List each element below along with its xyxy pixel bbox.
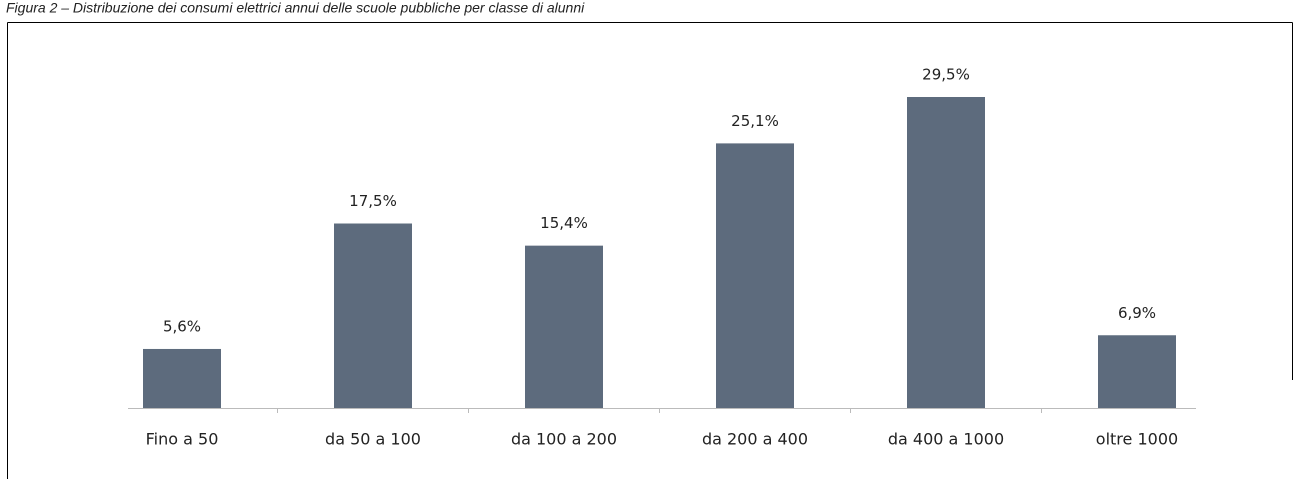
value-label: 15,4% [540,214,588,232]
bar [907,97,985,408]
x-tick-label: da 50 a 100 [325,430,421,449]
x-tick-label: da 400 a 1000 [888,430,1004,449]
x-tick-label: Fino a 50 [146,430,219,449]
x-tick-label: da 200 a 400 [702,430,808,449]
x-tick-label: da 100 a 200 [511,430,617,449]
value-label: 5,6% [163,317,201,335]
chart-title: Figura 2 – Distribuzione dei consumi ele… [6,0,585,16]
bar [143,348,221,408]
value-label: 17,5% [349,192,397,210]
bar [525,245,603,408]
value-label: 25,1% [731,112,779,130]
value-label: 29,5% [922,66,970,84]
value-label: 6,9% [1118,304,1156,322]
bar [334,223,412,408]
bar [716,143,794,408]
x-tick-label: oltre 1000 [1096,430,1178,449]
bar [1098,335,1176,408]
